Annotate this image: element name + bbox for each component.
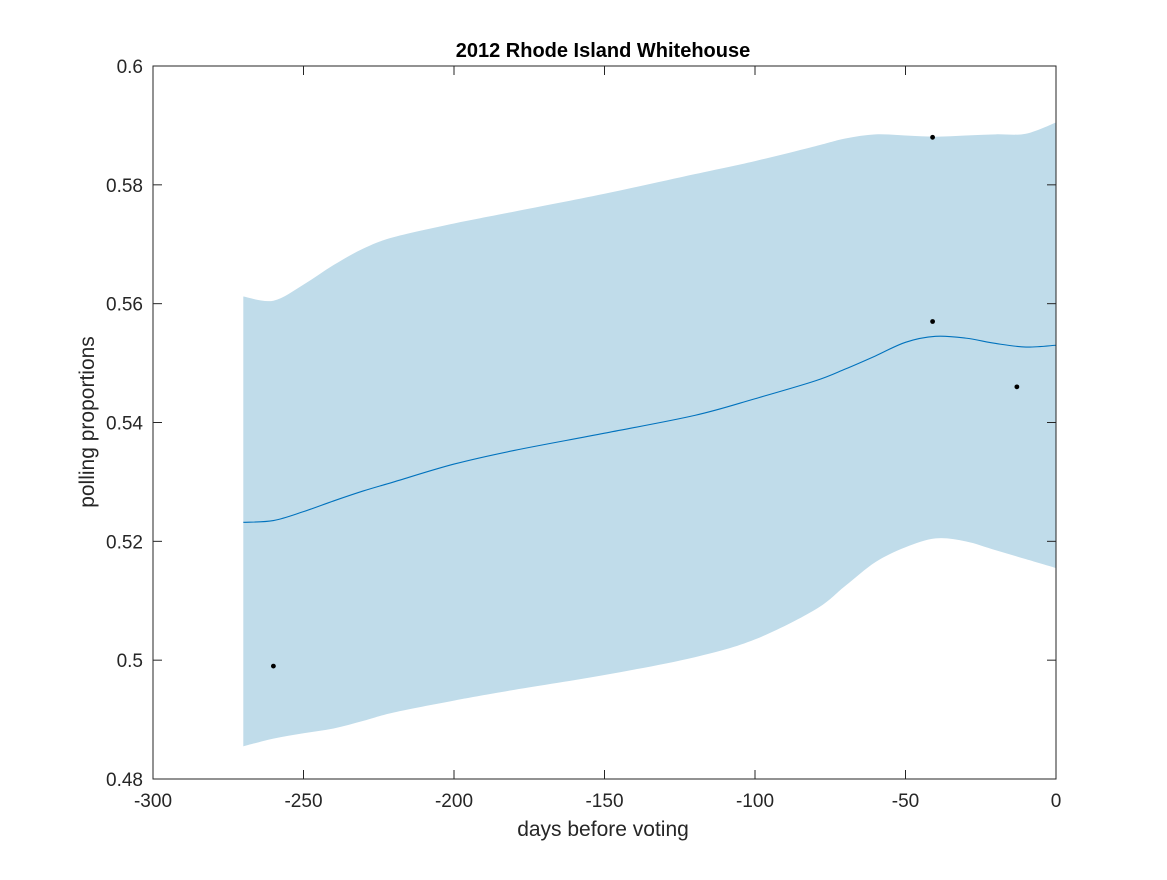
poll-point: [271, 663, 276, 669]
x-tick-label: -300: [134, 791, 172, 812]
x-tick-label: -250: [284, 791, 322, 812]
poll-point: [930, 134, 935, 140]
mean-line: [243, 335, 1057, 523]
x-tick-label: -150: [585, 791, 623, 812]
y-tick-label: 0.48: [106, 770, 143, 791]
poll-point: [930, 319, 935, 324]
y-tick-label: 0.5: [117, 651, 143, 672]
y-axis-label: polling proportions: [76, 336, 99, 508]
plot-area: [243, 122, 1057, 747]
y-tick-label: 0.6: [117, 57, 143, 78]
poll-point: [1014, 384, 1020, 390]
x-axis-label: days before voting: [517, 818, 689, 841]
y-tick-label: 0.58: [106, 176, 143, 197]
y-tick-label: 0.54: [106, 414, 143, 435]
y-tick-label: 0.56: [106, 295, 143, 316]
x-tick-label: -100: [736, 791, 774, 812]
x-tick-label: -200: [435, 791, 473, 812]
chart-title: 2012 Rhode Island Whitehouse: [456, 40, 751, 62]
confidence-band: [243, 122, 1057, 747]
ticks: -300 -250 -200 -150 -100 -50 0 0.48 0.5 0.52 0.54 0…: [106, 57, 1061, 812]
x-tick-label: 0: [1051, 791, 1062, 812]
x-tick-label: -50: [892, 791, 919, 812]
y-tick-label: 0.52: [106, 532, 143, 553]
